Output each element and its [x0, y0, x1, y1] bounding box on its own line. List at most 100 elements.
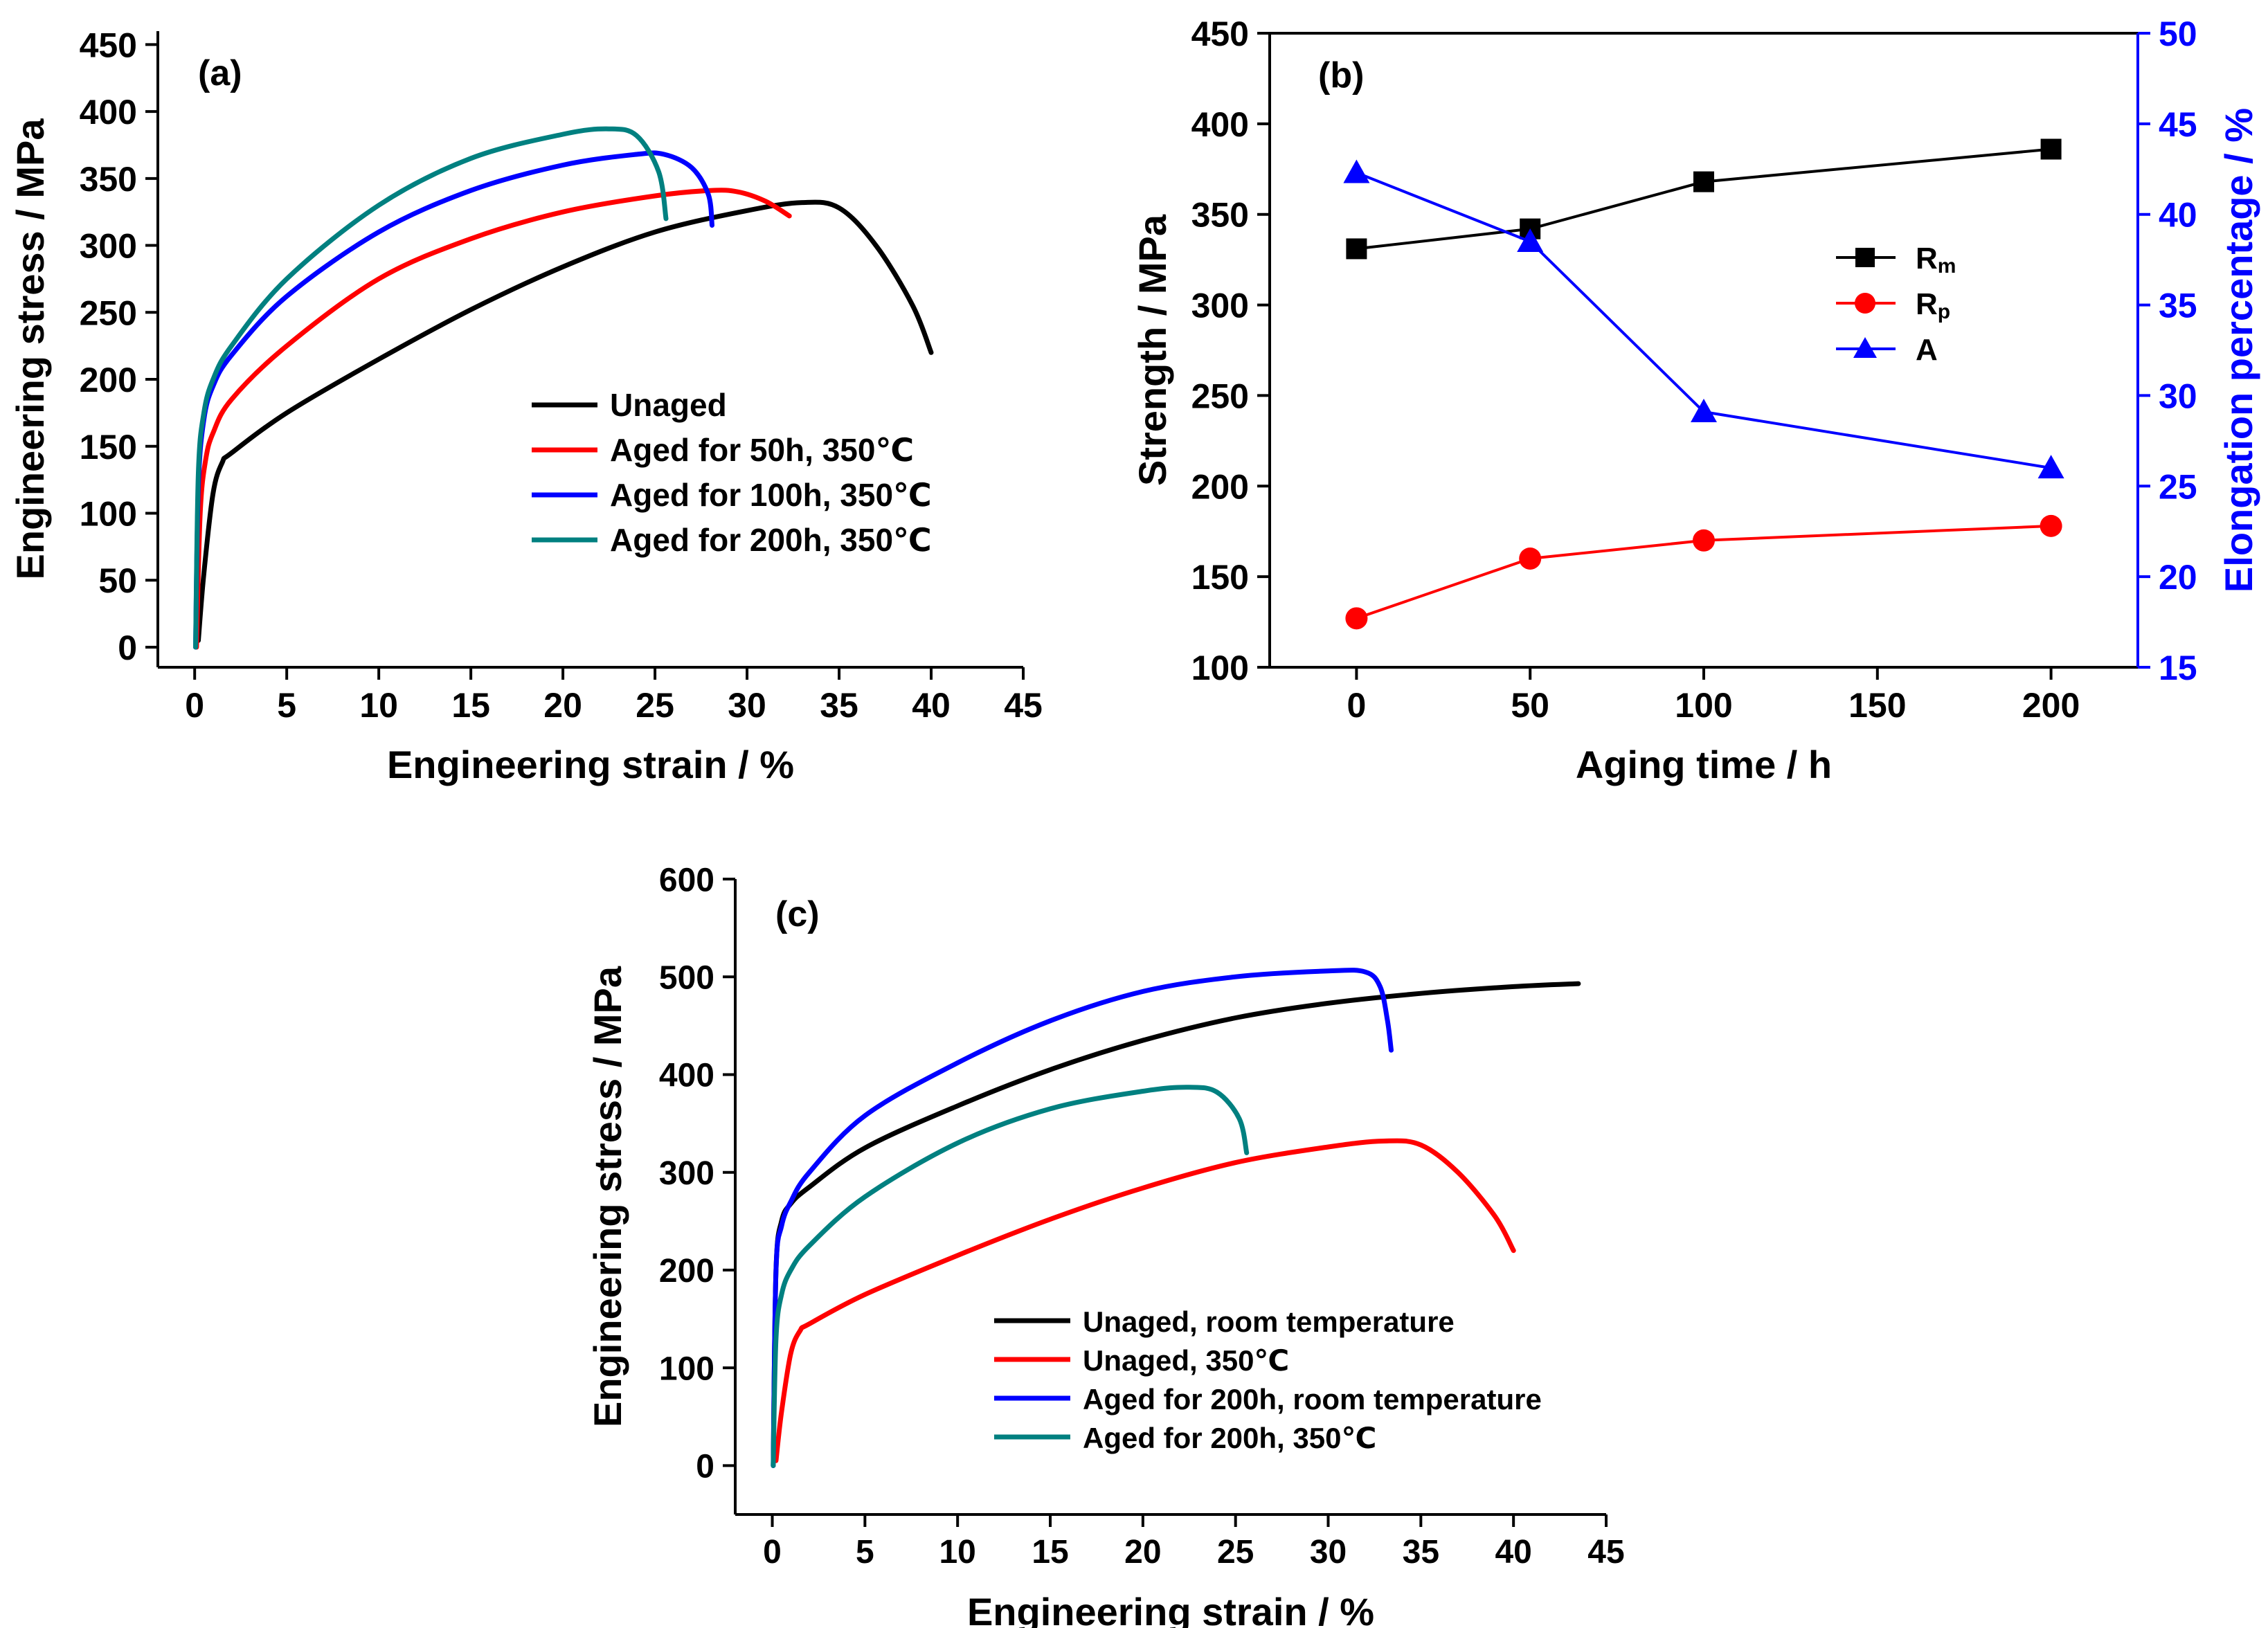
y-right-tick-label: 40 [2159, 196, 2197, 235]
x-tick-label: 45 [1004, 686, 1043, 725]
x-tick-label: 15 [451, 686, 490, 725]
x-tick-label: 0 [1347, 686, 1366, 725]
x-tick-label: 150 [1848, 686, 1906, 725]
y-tick-label: 100 [80, 495, 137, 534]
y-right-tick-label: 35 [2159, 287, 2197, 325]
y-tick-label: 500 [659, 960, 714, 997]
panel-letter: (b) [1318, 55, 1364, 96]
y-tick-label: 450 [80, 26, 137, 64]
y-right-tick-label: 30 [2159, 377, 2197, 415]
legend-label: Aged for 200h, 350℃ [610, 522, 932, 558]
legend-label: Aged for 200h, 350℃ [1083, 1422, 1376, 1454]
y-tick-label: 450 [1191, 15, 1249, 53]
x-tick-label: 10 [939, 1534, 975, 1571]
legend-label: Unaged, 350℃ [1083, 1344, 1289, 1377]
y-axis-title: Strength / MPa [1131, 214, 1174, 486]
x-tick-label: 35 [1403, 1534, 1439, 1571]
x-tick-label: 30 [728, 686, 766, 725]
chart-panel-1: 0 5 10 15 20 25 30 35 40 450501001502002503003504… [8, 26, 1043, 786]
y-right-tick-label: 20 [2159, 558, 2197, 597]
data-point-triangle [1343, 159, 1370, 183]
series-line-2 [194, 188, 792, 650]
legend-label: Unaged, room temperature [1083, 1305, 1455, 1338]
x-tick-label: 10 [359, 686, 398, 725]
series-line-1 [1355, 147, 2053, 251]
x-tick-label: 35 [820, 686, 858, 725]
series-line-3 [771, 968, 1394, 1468]
data-point-circle [1345, 607, 1368, 630]
y-tick-label: 350 [80, 160, 137, 199]
y-tick-label: 600 [659, 862, 714, 898]
series-line-4 [193, 126, 669, 650]
x-tick-label: 20 [1124, 1534, 1161, 1571]
panel-letter: (a) [198, 53, 242, 93]
y-tick-label: 250 [80, 293, 137, 332]
x-tick-label: 15 [1032, 1534, 1068, 1571]
x-tick-label: 20 [543, 686, 582, 725]
data-point-square [1693, 171, 1714, 192]
series-line-1 [196, 199, 934, 643]
legend-label: Aged for 200h, room temperature [1083, 1383, 1542, 1416]
y-tick-label: 150 [80, 428, 137, 467]
y-tick-label: 300 [80, 227, 137, 266]
series-line-4 [771, 1085, 1250, 1468]
legend-marker-square [1855, 248, 1875, 267]
y-tick-label: 400 [1191, 105, 1249, 144]
x-tick-label: 0 [185, 686, 204, 725]
data-point-circle [1693, 529, 1715, 552]
x-tick-label: 25 [1217, 1534, 1254, 1571]
x-tick-label: 45 [1587, 1534, 1624, 1571]
series-line-2 [1355, 524, 2053, 620]
y-right-tick-label: 50 [2159, 15, 2197, 53]
y-tick-label: 400 [80, 93, 137, 132]
y-tick-label: 150 [1191, 558, 1249, 597]
data-point-circle [2040, 514, 2062, 537]
y-tick-label: 300 [659, 1155, 714, 1192]
y-right-tick-label: 25 [2159, 467, 2197, 506]
legend-label: Unaged [610, 387, 727, 423]
panel-letter: (c) [775, 894, 820, 934]
chart-panel-2: 0 50 100 150 200 100 150 200 250 300 350 400 450 15 20… [1131, 15, 2260, 786]
chart-panel-3: 0 5 10 15 20 25 30 35 40 45 0 100 200 300 400 500 600 Eng… [586, 862, 1625, 1628]
y-tick-label: 100 [1191, 649, 1249, 687]
x-axis-title: Engineering strain / % [967, 1590, 1374, 1628]
series-line-3 [1355, 171, 2053, 470]
x-axis-title: Aging time / h [1576, 743, 1832, 786]
y-tick-label: 0 [118, 628, 137, 667]
x-tick-label: 0 [763, 1534, 782, 1571]
data-point-square [2040, 138, 2062, 160]
series-line-2 [773, 1138, 1516, 1463]
y-axis-title: Engineering stress / MPa [586, 966, 629, 1427]
y-tick-label: 350 [1191, 196, 1249, 235]
x-axis-title: Engineering strain / % [387, 743, 794, 786]
y-tick-label: 100 [659, 1350, 714, 1387]
x-tick-label: 5 [277, 686, 296, 725]
y-right-tick-label: 15 [2159, 649, 2197, 687]
legend-label: Aged for 100h, 350℃ [610, 477, 932, 513]
legend-label: Rm [1916, 242, 1956, 278]
y-axis-right-title: Elongation percentage / % [2217, 108, 2260, 593]
y-right-tick-label: 45 [2159, 105, 2197, 144]
x-tick-label: 40 [912, 686, 951, 725]
legend-label: Rp [1916, 287, 1950, 323]
y-tick-label: 200 [1191, 467, 1249, 506]
y-tick-label: 50 [98, 561, 137, 600]
data-point-triangle [1691, 398, 1717, 422]
data-point-triangle [2037, 455, 2064, 479]
y-tick-label: 200 [80, 361, 137, 399]
data-point-square [1346, 238, 1367, 260]
y-tick-label: 400 [659, 1058, 714, 1094]
legend-label: Aged for 50h, 350℃ [610, 432, 914, 468]
x-tick-label: 30 [1310, 1534, 1347, 1571]
data-point-circle [1519, 547, 1542, 570]
y-tick-label: 250 [1191, 377, 1249, 415]
x-tick-label: 25 [636, 686, 674, 725]
x-tick-label: 200 [2022, 686, 2080, 725]
y-tick-label: 300 [1191, 287, 1249, 325]
y-axis-title: Engineering stress / MPa [8, 118, 52, 580]
y-tick-label: 200 [659, 1253, 714, 1290]
x-tick-label: 50 [1511, 686, 1549, 725]
legend-marker-triangle [1853, 337, 1877, 358]
legend-label: A [1916, 333, 1938, 367]
